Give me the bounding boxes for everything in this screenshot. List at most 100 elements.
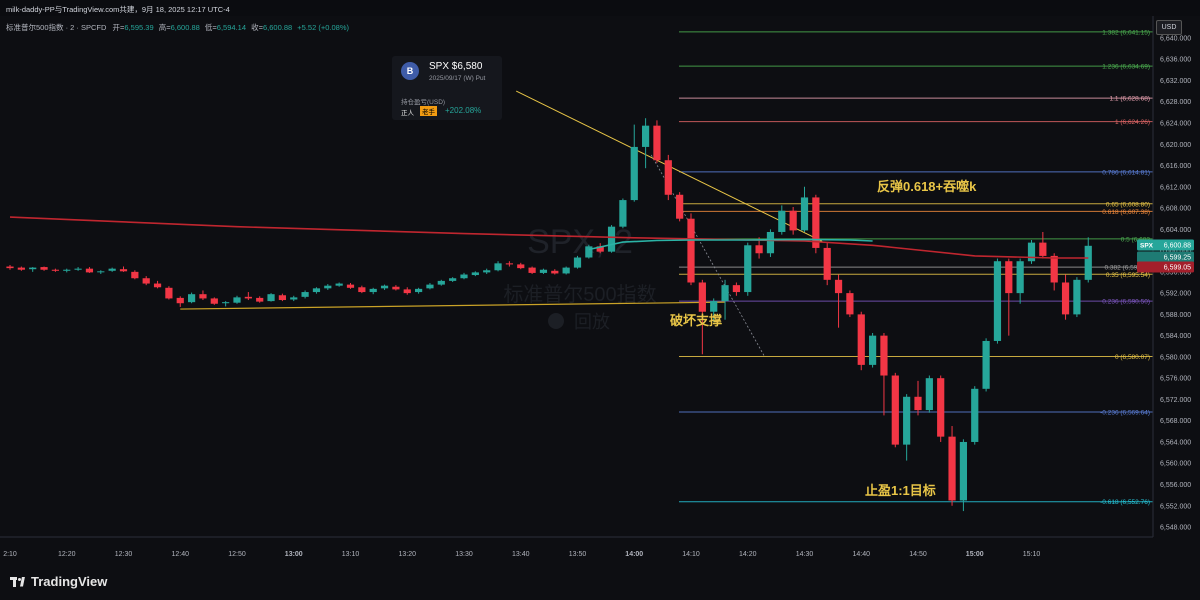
candle-body-37 xyxy=(426,284,434,289)
time-tick-14: 14:30 xyxy=(796,551,814,558)
candle-body-29 xyxy=(335,283,343,286)
candle-body-23 xyxy=(267,294,275,302)
candle-body-8 xyxy=(97,271,105,273)
moving-average-red xyxy=(9,216,1089,259)
candle-body-44 xyxy=(505,263,513,265)
currency-button[interactable]: USD xyxy=(1156,20,1182,35)
time-tick-13: 14:20 xyxy=(739,551,757,558)
candle-body-17 xyxy=(199,294,207,299)
time-tick-17: 15:00 xyxy=(966,551,984,558)
candle-body-48 xyxy=(551,270,559,274)
candle-body-39 xyxy=(449,278,457,281)
price-tick-23: 6,640.000 xyxy=(1160,35,1191,42)
time-axis[interactable]: 2:10 12:20 12:30 12:40 12:50 13:00 13:10 13:20 1… xyxy=(0,536,1153,558)
fib-label-12: -0.236 (6,569.64) xyxy=(1100,409,1150,416)
price-axis[interactable]: 6,548.000 6,552.000 6,556.000 6,560.000 6,56… xyxy=(1152,16,1191,537)
watermark: SPX, 2 标准普尔500指数 回放 xyxy=(503,223,656,332)
candle-body-65 xyxy=(744,245,752,293)
candle-body-26 xyxy=(301,292,309,297)
price-tags: SPX 6,600.88 6,599.25 6,599.05 xyxy=(1137,239,1194,273)
symbol-name[interactable]: 标准普尔500指数 · 2 · SPCFD xyxy=(6,23,107,32)
watermark-name: 标准普尔500指数 xyxy=(503,283,656,306)
candle-body-31 xyxy=(358,287,366,293)
candle-body-42 xyxy=(483,270,491,273)
candle-body-61 xyxy=(698,282,706,312)
time-tick-12: 14:10 xyxy=(682,551,700,558)
card-title: SPX $6,580 xyxy=(429,61,483,72)
candle-body-49 xyxy=(562,267,570,274)
candle-body-69 xyxy=(789,210,797,231)
candle-body-4 xyxy=(51,269,59,271)
low-label: 低= xyxy=(204,23,217,32)
candle-body-47 xyxy=(539,269,548,273)
candle-body-83 xyxy=(948,436,956,501)
candle-body-66 xyxy=(755,245,763,254)
candle-body-34 xyxy=(392,286,400,290)
price-tick-15: 6,608.000 xyxy=(1160,206,1191,213)
card-tag-2: 老手 xyxy=(420,106,437,116)
price-tick-6: 6,572.000 xyxy=(1160,397,1191,404)
annotation-take-profit: 止盈1:1目标 xyxy=(865,483,936,498)
price-tick-5: 6,568.000 xyxy=(1160,418,1191,425)
candle-body-73 xyxy=(834,279,843,294)
open-label: 开= xyxy=(112,23,125,32)
candle-body-60 xyxy=(687,218,695,283)
candle-body-57 xyxy=(653,125,661,161)
time-tick-6: 13:10 xyxy=(342,551,360,558)
card-pnl-value: +202.08% xyxy=(445,106,482,115)
watermark-replay: 回放 xyxy=(574,312,610,332)
candle-body-80 xyxy=(914,396,922,411)
fib-label-13: -0.618 (6,552.76) xyxy=(1100,499,1150,506)
price-tick-22: 6,636.000 xyxy=(1160,57,1191,64)
candle-body-93 xyxy=(1061,282,1070,315)
time-tick-18: 15:10 xyxy=(1023,551,1041,558)
price-tick-14: 6,604.000 xyxy=(1160,227,1191,234)
symbol-ohlc-line: 标准普尔500指数 · 2 · SPCFD 开=6,595.39 高=6,600… xyxy=(6,22,349,33)
candle-body-36 xyxy=(415,288,423,293)
footer: TradingView xyxy=(0,565,1200,600)
candle-body-64 xyxy=(732,285,740,293)
candle-body-30 xyxy=(346,284,355,288)
time-tick-15: 14:40 xyxy=(852,551,870,558)
candle-body-90 xyxy=(1027,242,1036,262)
low-value: 6,594.14 xyxy=(216,23,246,32)
time-tick-0: 2:10 xyxy=(3,551,17,558)
price-tag-value-2: 6,599.05 xyxy=(1164,265,1191,272)
tradingview-logo[interactable]: TradingView xyxy=(10,574,107,589)
candle-body-10 xyxy=(119,269,128,272)
candle-body-55 xyxy=(630,146,638,201)
candle-body-24 xyxy=(278,295,286,301)
candle-body-53 xyxy=(607,226,616,252)
candle-body-5 xyxy=(63,269,71,271)
close-value: 6,600.88 xyxy=(262,23,293,32)
candle-body-50 xyxy=(573,257,582,268)
annotations: 破坏支撑 反弹0.618+吞噬k 止盈1:1目标 xyxy=(670,179,977,498)
position-card[interactable]: B SPX $6,580 2025/09/17 (W) Put 持仓盈亏(USD… xyxy=(392,56,502,120)
moving-average-teal xyxy=(588,238,873,251)
candle-body-92 xyxy=(1050,255,1058,283)
time-tick-10: 13:50 xyxy=(569,551,587,558)
candle-body-75 xyxy=(857,314,865,365)
price-tag-value-0: 6,600.88 xyxy=(1164,243,1191,250)
attribution-bar: milk-daddy-PP与TradingView.com共建，9月 18, 2… xyxy=(0,0,1200,16)
candle-body-21 xyxy=(244,296,252,299)
candle-body-0 xyxy=(6,266,14,269)
price-tick-4: 6,564.000 xyxy=(1160,439,1191,446)
candle-body-15 xyxy=(176,297,184,304)
candle-body-81 xyxy=(925,378,933,411)
candle-body-91 xyxy=(1039,242,1047,256)
candle-body-40 xyxy=(460,274,468,279)
price-tick-21: 6,632.000 xyxy=(1160,78,1191,85)
replay-icon xyxy=(548,313,564,329)
price-chart[interactable]: SPX, 2 标准普尔500指数 回放 1.382 (6,641.15) 1.23… xyxy=(0,16,1200,565)
price-tick-16: 6,612.000 xyxy=(1160,184,1191,191)
fib-label-10: 0.236 (6,590.50) xyxy=(1102,299,1150,306)
candle-body-56 xyxy=(642,125,650,147)
candle-body-63 xyxy=(721,285,729,302)
candle-body-86 xyxy=(982,340,990,389)
candle-body-25 xyxy=(290,297,298,300)
annotation-support-broken: 破坏支撑 xyxy=(670,313,722,328)
candle-body-32 xyxy=(369,288,377,293)
price-tick-10: 6,588.000 xyxy=(1160,312,1191,319)
candle-body-88 xyxy=(1005,261,1013,294)
